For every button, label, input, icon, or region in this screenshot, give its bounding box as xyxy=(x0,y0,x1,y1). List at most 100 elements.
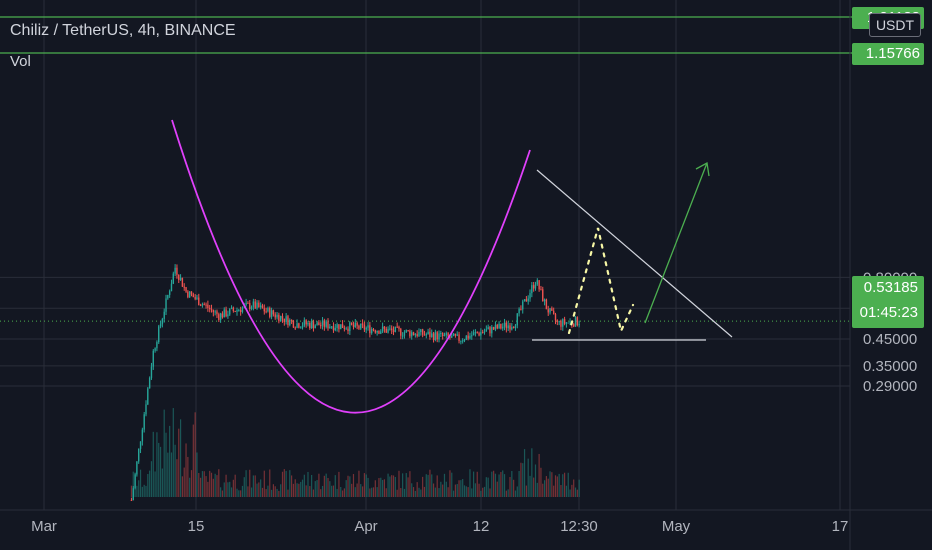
volume-bar xyxy=(531,448,533,497)
current-price-value: 0.53185 xyxy=(863,279,918,296)
candle-body xyxy=(289,319,291,326)
volume-bar xyxy=(556,476,558,497)
candle-body xyxy=(194,297,196,299)
candle-body xyxy=(199,305,202,307)
volume-bar xyxy=(229,481,231,497)
candle-body xyxy=(447,333,449,337)
volume-bar xyxy=(179,419,182,497)
bar-countdown: 01:45:23 xyxy=(859,304,918,321)
volume-bar xyxy=(405,473,407,497)
candle-body xyxy=(405,330,407,333)
candle-body xyxy=(443,334,446,336)
candle-body xyxy=(147,388,149,405)
candle-body xyxy=(292,320,295,328)
candle-body xyxy=(340,324,342,330)
volume-bar xyxy=(578,479,580,497)
candle-body xyxy=(172,273,174,284)
candle-body xyxy=(318,322,320,326)
volume-bar xyxy=(396,489,398,497)
volume-bar xyxy=(247,486,249,497)
candle-body xyxy=(471,335,473,337)
volume-bar xyxy=(511,471,513,497)
volume-bar xyxy=(212,478,214,497)
candle-body xyxy=(381,326,384,332)
volume-bar xyxy=(216,475,218,497)
volume-bar xyxy=(376,487,378,497)
volume-bar xyxy=(465,486,467,497)
volume-bar xyxy=(538,453,540,497)
currency-button[interactable]: USDT xyxy=(869,13,921,37)
candle-body xyxy=(305,320,307,325)
candle-body xyxy=(376,330,378,333)
volume-bar xyxy=(300,481,302,497)
candle-body xyxy=(491,327,493,334)
volume-bar xyxy=(130,485,133,497)
volume-bar xyxy=(425,474,427,497)
volume-bar xyxy=(391,475,393,497)
candle-body xyxy=(401,335,404,337)
volume-bar xyxy=(564,472,566,497)
candle-body xyxy=(525,299,528,302)
projected-path xyxy=(567,227,635,335)
candle-body xyxy=(229,308,231,315)
candle-body xyxy=(136,461,138,475)
candle-body xyxy=(363,324,366,330)
volume-bar xyxy=(218,469,220,497)
volume-bar xyxy=(261,487,264,497)
candle-body xyxy=(365,327,367,330)
candle-body xyxy=(489,327,491,334)
volume-bar xyxy=(309,486,311,497)
volume-bar xyxy=(323,475,325,497)
volume-bar xyxy=(334,475,336,497)
volume-bar xyxy=(449,470,451,497)
volume-bar xyxy=(502,470,504,497)
volume-bar xyxy=(303,474,305,497)
volume-bar xyxy=(287,489,289,497)
candle-body xyxy=(174,267,176,274)
candle-body xyxy=(463,339,466,341)
candle-body xyxy=(349,322,351,332)
candle-body xyxy=(509,325,511,330)
triangle-upper-line xyxy=(536,169,733,338)
cup-curve xyxy=(171,119,531,414)
candle-body xyxy=(185,287,187,292)
candle-body xyxy=(431,333,433,338)
candle-body xyxy=(332,326,335,331)
volume-bar xyxy=(190,470,193,497)
candle-body xyxy=(423,334,426,336)
volume-bar xyxy=(307,471,309,497)
candle-body xyxy=(179,277,182,280)
candle-body xyxy=(294,327,296,329)
volume-bar xyxy=(320,489,322,497)
volume-bar xyxy=(292,483,295,497)
volume-bar xyxy=(143,484,145,497)
volume-bar xyxy=(507,489,509,497)
candle-body xyxy=(221,313,224,318)
candle-body xyxy=(198,297,200,306)
candle-body xyxy=(141,429,144,442)
volume-bar xyxy=(500,471,502,497)
volume-bar xyxy=(489,488,491,497)
volume-bar xyxy=(372,487,375,497)
candle-body xyxy=(476,332,478,334)
volume-bar xyxy=(154,471,156,497)
volume-bar xyxy=(423,486,426,497)
candle-body xyxy=(283,318,286,323)
volume-bar xyxy=(341,490,344,497)
candle-body xyxy=(356,322,358,326)
candle-body xyxy=(425,334,427,336)
x-tick-label: 12:30 xyxy=(560,518,598,535)
volume-bar xyxy=(429,469,431,497)
volume-bar xyxy=(267,485,269,497)
candle-body xyxy=(245,302,247,305)
candle-body xyxy=(492,327,495,330)
volume-bar xyxy=(434,487,436,497)
volume-bar xyxy=(161,468,163,497)
volume-bar xyxy=(551,472,553,497)
volume-bar xyxy=(169,425,171,497)
candle-body xyxy=(279,316,282,322)
volume-bar xyxy=(469,469,471,497)
candle-body xyxy=(188,291,191,298)
